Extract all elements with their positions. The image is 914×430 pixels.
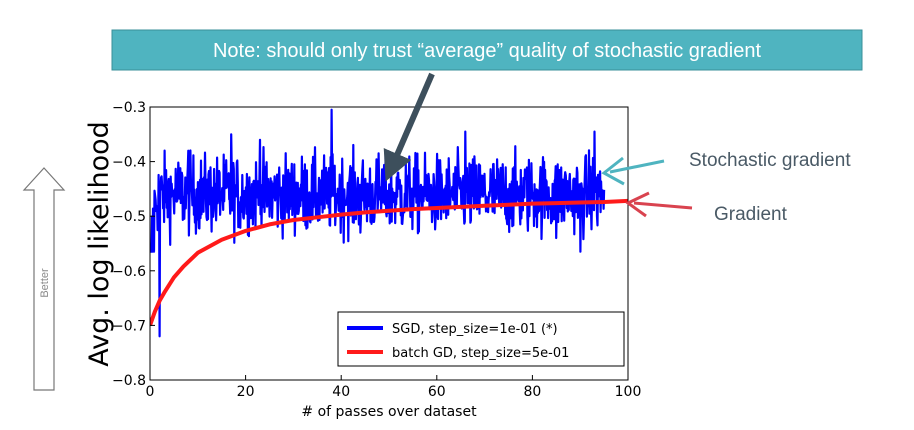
y-tick-label: −0.4: [112, 155, 146, 171]
legend-label-sgd: SGD, step_size=1e-01 (*): [392, 322, 558, 337]
legend-label-batch-gd: batch GD, step_size=5e-01: [392, 346, 569, 361]
y-tick-label: −0.7: [112, 318, 146, 334]
annotation-gradient: Gradient: [714, 204, 788, 225]
annotation-stochastic-gradient: Stochastic gradient: [689, 150, 851, 171]
x-tick-label: 0: [146, 384, 155, 400]
better-label: Better: [39, 268, 51, 298]
series-line-batch-gd: [150, 198, 628, 327]
x-tick-label: 100: [615, 384, 642, 400]
note-text: Note: should only trust “average” qualit…: [213, 40, 762, 62]
x-tick-label: 20: [237, 384, 255, 400]
x-tick-label: 40: [332, 384, 350, 400]
y-tick-label: −0.6: [112, 264, 146, 280]
legend-box: [337, 311, 625, 367]
better-arrow-icon: [22, 167, 66, 391]
arrow-gradient-icon: [625, 191, 693, 218]
arrow-stochastic-icon: [601, 156, 665, 186]
plot-frame: [149, 106, 629, 381]
y-axis-title: Avg. log likelihood: [84, 121, 115, 367]
x-tick-label: 60: [428, 384, 446, 400]
arrow-note-icon: [383, 72, 435, 182]
x-axis-title: # of passes over dataset: [301, 404, 477, 420]
y-tick-label: −0.3: [112, 100, 146, 116]
y-tick-label: −0.8: [112, 373, 146, 389]
note-box: [111, 29, 863, 71]
y-tick-label: −0.5: [112, 209, 146, 225]
x-tick-label: 80: [523, 384, 541, 400]
